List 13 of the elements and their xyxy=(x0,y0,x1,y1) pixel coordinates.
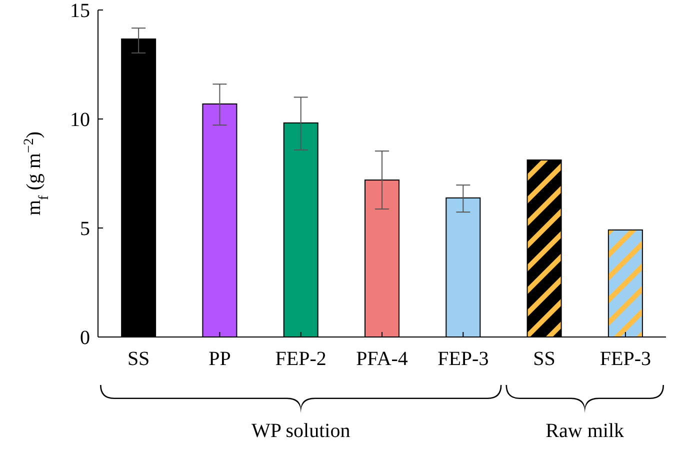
text: WP solution xyxy=(252,420,350,442)
text: Raw milk xyxy=(546,420,624,442)
x-tick-label: FEP-3 xyxy=(438,348,489,370)
x-tick-label: PP xyxy=(208,348,231,370)
x-tick-label: SS xyxy=(533,348,556,370)
x-tick-label: SS xyxy=(127,348,150,370)
y-tick-label: 5 xyxy=(80,218,90,240)
y-tick-label: 10 xyxy=(70,109,90,131)
x-tick-label: PFA-4 xyxy=(356,348,408,370)
x-tick-label: FEP-2 xyxy=(275,348,326,370)
y-tick-label: 0 xyxy=(80,327,90,349)
y-tick-label: 15 xyxy=(70,0,90,22)
x-tick-label: FEP-3 xyxy=(600,348,651,370)
